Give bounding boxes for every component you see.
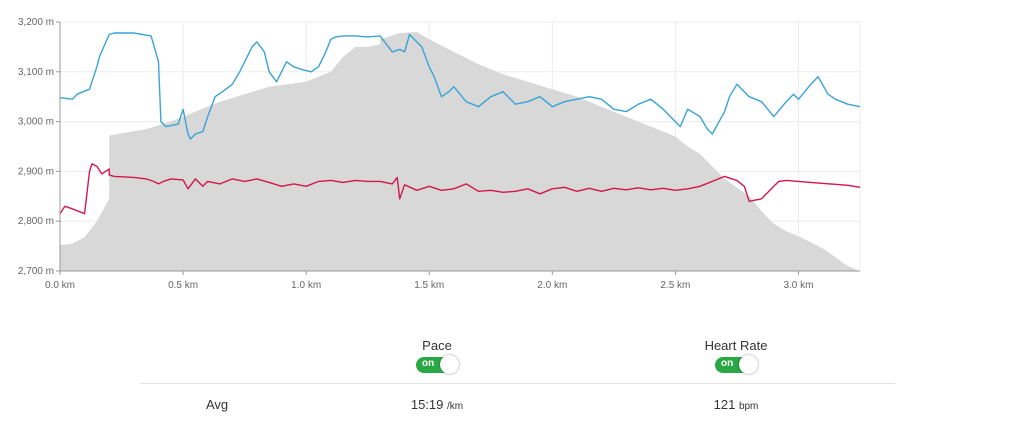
x-tick-label: 0.5 km — [168, 280, 198, 291]
avg-pace-value: 15:19 — [410, 397, 444, 412]
heart-rate-line — [59, 163, 861, 215]
x-tick-label: 3.0 km — [783, 280, 813, 291]
avg-pace: 15:19 /km — [367, 397, 507, 412]
stats-divider — [140, 383, 895, 384]
y-tick-label: 2,900 m — [18, 166, 54, 177]
heart-rate-toggle-knob — [739, 355, 758, 374]
heart-rate-toggle-group: Heart Rate on — [676, 338, 796, 378]
heart-rate-toggle-switch[interactable]: on — [715, 355, 758, 374]
pace-toggle-label: Pace — [422, 338, 452, 353]
pace-toggle-state: on — [422, 358, 435, 369]
y-tick-label: 3,100 m — [18, 67, 54, 78]
y-tick-label: 2,700 m — [18, 266, 54, 277]
y-tick-label: 3,200 m — [18, 17, 54, 28]
pace-toggle-group: Pace on — [377, 338, 497, 378]
avg-label: Avg — [206, 397, 229, 412]
pace-toggle-knob — [440, 355, 459, 374]
elevation-pace-hr-chart: 2,700 m 2,800 m 2,900 m 3,000 m 3,100 m 3,200… — [18, 17, 861, 291]
x-tick-label: 2.5 km — [660, 280, 690, 291]
avg-heart-rate-unit: bpm — [738, 401, 759, 412]
pace-line — [59, 32, 861, 140]
avg-heart-rate: 121 bpm — [666, 397, 806, 412]
elevation-area — [60, 32, 860, 271]
toggle-row: Pace on Heart Rate on — [0, 338, 1033, 378]
chart-series — [59, 32, 861, 271]
avg-pace-unit: /km — [447, 401, 464, 412]
x-tick-label: 1.5 km — [414, 280, 444, 291]
heart-rate-toggle-state: on — [721, 358, 734, 369]
pace-toggle-switch[interactable]: on — [416, 355, 459, 374]
x-tick-label: 2.0 km — [537, 280, 567, 291]
x-tick-label: 0.0 km — [45, 280, 75, 291]
heart-rate-toggle-label: Heart Rate — [704, 338, 768, 353]
y-tick-label: 2,800 m — [18, 216, 54, 227]
x-tick-label: 1.0 km — [291, 280, 321, 291]
y-tick-label: 3,000 m — [18, 117, 54, 128]
avg-heart-rate-value: 121 — [713, 397, 736, 412]
chart-axes: 2,700 m 2,800 m 2,900 m 3,000 m 3,100 m 3,200… — [18, 17, 860, 291]
